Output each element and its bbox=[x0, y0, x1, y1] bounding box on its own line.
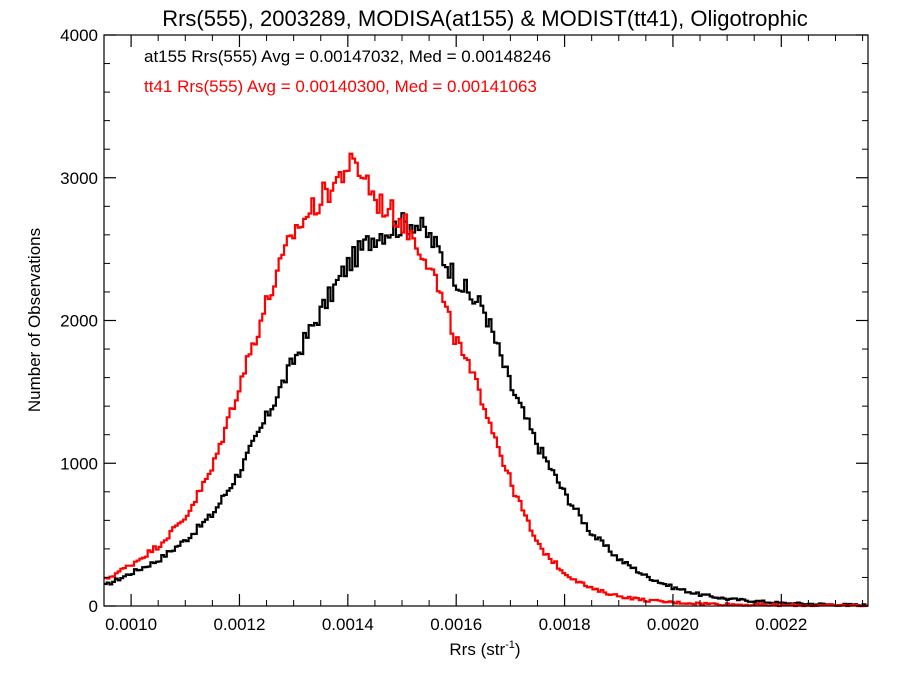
x-tick-label: 0.0018 bbox=[539, 615, 591, 634]
y-tick-label: 4000 bbox=[60, 26, 98, 45]
x-tick-label: 0.0016 bbox=[430, 615, 482, 634]
y-axis-label: Number of Observations bbox=[25, 228, 44, 412]
x-tick-label: 0.0022 bbox=[755, 615, 807, 634]
legend-entry-at155: at155 Rrs(555) Avg = 0.00147032, Med = 0… bbox=[144, 47, 551, 66]
x-axis-label-end: ) bbox=[515, 640, 521, 659]
x-tick-label: 0.0012 bbox=[213, 615, 265, 634]
x-axis-label-text: Rrs (str bbox=[449, 640, 505, 659]
y-tick-label: 0 bbox=[89, 597, 98, 616]
tt41-histogram-line bbox=[104, 152, 868, 608]
legend-entry-tt41: tt41 Rrs(555) Avg = 0.00140300, Med = 0.… bbox=[144, 77, 537, 96]
chart-title: Rrs(555), 2003289, MODISA(at155) & MODIS… bbox=[162, 6, 808, 31]
y-tick-label: 2000 bbox=[60, 312, 98, 331]
y-tick-label: 3000 bbox=[60, 169, 98, 188]
x-tick-label: 0.0014 bbox=[322, 615, 374, 634]
x-axis-label: Rrs (str-1) bbox=[449, 639, 520, 659]
x-axis-label-superscript: -1 bbox=[505, 639, 515, 651]
at155-histogram-line bbox=[104, 212, 868, 608]
x-tick-label: 0.0020 bbox=[647, 615, 699, 634]
series-layer bbox=[104, 152, 868, 608]
axes-layer: 0.0010 0.0012 0.0014 0.0016 0.0018 0.0020 0.00… bbox=[60, 26, 869, 634]
x-tick-label: 0.0010 bbox=[105, 615, 157, 634]
y-tick-label: 1000 bbox=[60, 454, 98, 473]
